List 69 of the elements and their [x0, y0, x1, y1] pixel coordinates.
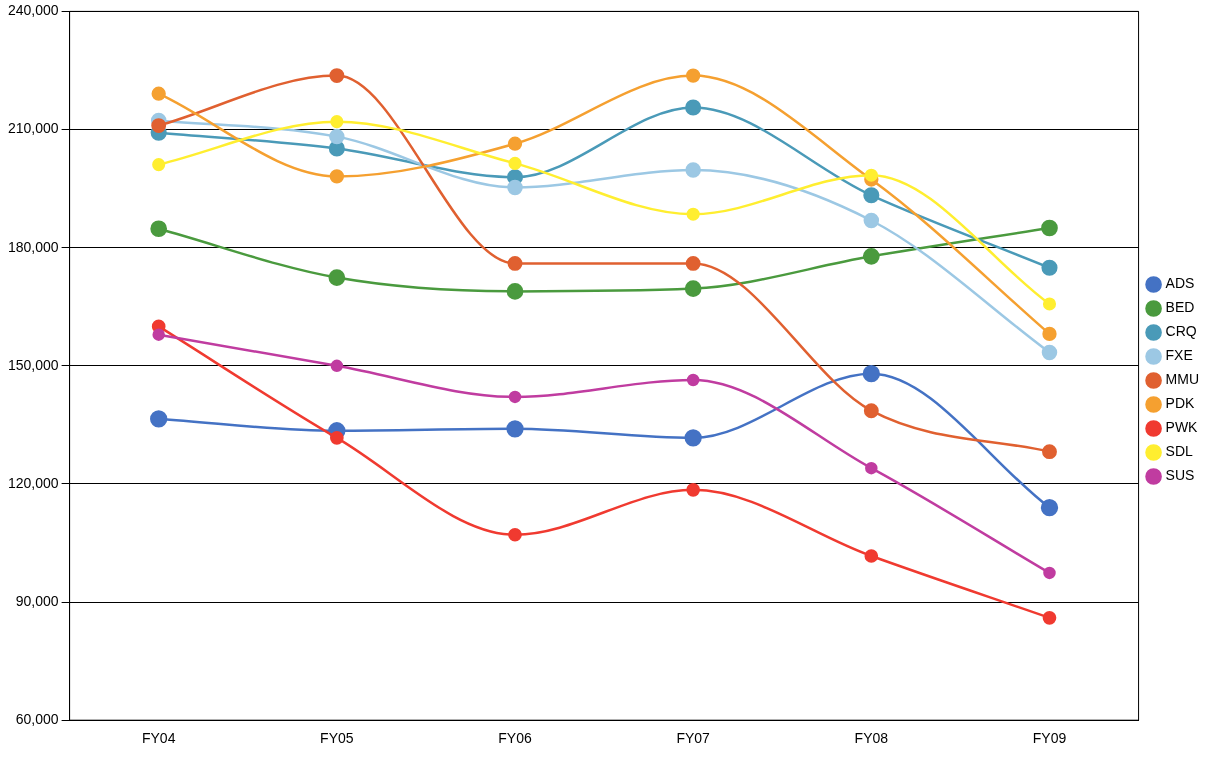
- x-tick-label: FY09: [1032, 730, 1067, 747]
- y-tick-label: 90,000: [15, 592, 59, 609]
- legend-label: ADS: [1165, 275, 1195, 292]
- point: [863, 212, 880, 229]
- point: [862, 247, 880, 265]
- point: [507, 255, 523, 271]
- point: [1041, 219, 1058, 237]
- point: [506, 283, 524, 300]
- point: [329, 169, 344, 184]
- point: [507, 179, 523, 196]
- point: [1041, 259, 1058, 276]
- point: [684, 429, 702, 447]
- point: [150, 410, 168, 428]
- point: [330, 115, 344, 129]
- legend-label: SDL: [1165, 443, 1194, 460]
- y-tick-label: 240,000: [8, 2, 59, 19]
- point: [1040, 498, 1059, 517]
- y-tick-label: 150,000: [8, 356, 59, 373]
- point: [508, 527, 522, 542]
- point: [686, 373, 700, 387]
- y-tick-label: 60,000: [15, 711, 59, 728]
- point: [686, 482, 701, 497]
- point: [1043, 566, 1056, 580]
- point: [508, 156, 522, 170]
- x-tick-label: FY08: [854, 730, 889, 747]
- point: [865, 461, 878, 475]
- point: [863, 187, 880, 204]
- y-tick-label: 180,000: [8, 238, 59, 255]
- point: [506, 420, 524, 438]
- legend-label: CRQ: [1165, 323, 1197, 340]
- legend-label: SUS: [1165, 467, 1195, 484]
- point: [863, 403, 879, 419]
- point: [1042, 297, 1057, 311]
- point: [508, 390, 522, 404]
- point: [151, 86, 166, 101]
- point: [1042, 326, 1057, 342]
- x-tick-label: FY04: [141, 730, 176, 747]
- point: [685, 99, 702, 116]
- point: [685, 162, 701, 178]
- point: [864, 549, 879, 563]
- x-tick-label: FY06: [498, 730, 532, 747]
- point: [1042, 444, 1057, 460]
- point: [329, 128, 345, 145]
- legend-label: MMU: [1165, 371, 1199, 388]
- y-tick-label: 210,000: [8, 120, 59, 137]
- point: [507, 136, 523, 151]
- point: [1042, 610, 1057, 625]
- point: [151, 118, 167, 134]
- legend-label: BED: [1165, 299, 1195, 316]
- point: [152, 328, 165, 341]
- point: [1041, 344, 1058, 361]
- point: [686, 207, 700, 221]
- point: [330, 359, 344, 373]
- x-tick-label: FY07: [676, 730, 711, 747]
- point: [329, 68, 345, 84]
- point: [864, 168, 878, 182]
- point: [328, 269, 346, 286]
- legend-label: PWK: [1165, 419, 1199, 436]
- point: [152, 158, 166, 172]
- point: [150, 220, 168, 238]
- legend-label: FXE: [1165, 347, 1193, 364]
- point: [684, 280, 702, 297]
- point: [686, 68, 701, 83]
- legend-label: PDK: [1165, 395, 1196, 412]
- point: [862, 365, 880, 383]
- y-tick-label: 120,000: [8, 474, 59, 491]
- x-tick-label: FY05: [320, 730, 354, 747]
- point: [685, 255, 701, 271]
- point: [330, 431, 344, 445]
